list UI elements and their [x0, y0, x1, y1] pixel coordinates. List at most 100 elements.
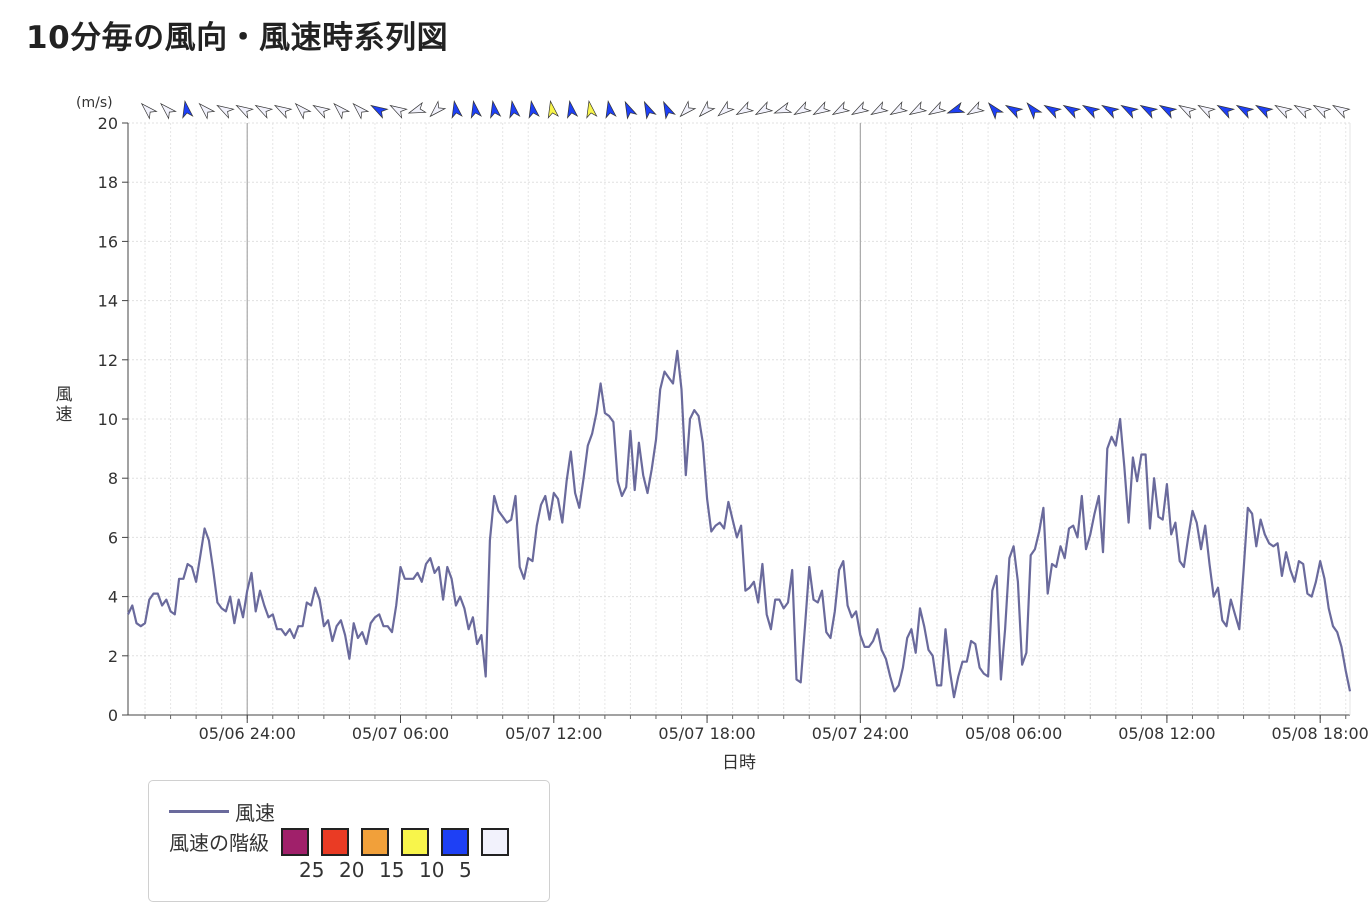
wind-arrow — [717, 100, 735, 117]
wind-arrow — [773, 101, 793, 114]
wind-arrow-head — [1254, 104, 1274, 119]
wind-arrow — [451, 99, 463, 119]
wind-arrow-head — [1062, 104, 1082, 119]
wind-arrow-head — [946, 101, 966, 114]
wind-arrow — [216, 104, 235, 119]
x-tick-label: 05/06 24:00 — [199, 724, 296, 743]
wind-arrow — [987, 102, 1004, 120]
wind-arrow — [812, 101, 832, 116]
wind-arrow — [679, 100, 697, 118]
wind-arrow-head — [1235, 104, 1255, 119]
wind-arrow-head — [586, 99, 598, 119]
wind-arrow — [312, 104, 331, 119]
chart-grid — [128, 122, 1350, 716]
wind-arrow — [908, 101, 928, 116]
wind-arrow-head — [1178, 104, 1197, 119]
x-tick-label: 05/08 06:00 — [965, 724, 1062, 743]
x-tick-label: 05/07 06:00 — [352, 724, 449, 743]
scale-value-label: 10 — [419, 857, 445, 882]
wind-arrow — [254, 104, 274, 119]
wind-arrow — [831, 101, 851, 116]
wind-chart: 0 2 4 6 8 10 12 14 16 18 20 05/06 24:00 05/07 06:00 0… — [56, 95, 1369, 773]
y-tick-label: 12 — [98, 351, 118, 370]
wind-arrow — [294, 102, 312, 120]
wind-arrow-head — [182, 99, 194, 119]
y-tick-label: 10 — [98, 410, 118, 429]
x-tick-label: 05/07 12:00 — [505, 724, 602, 743]
wind-arrow-head — [370, 104, 389, 119]
wind-arrow — [1043, 104, 1062, 119]
wind-arrow-head — [773, 101, 793, 114]
wind-arrow-head — [812, 101, 832, 116]
x-tick-label: 05/08 12:00 — [1118, 724, 1215, 743]
wind-arrow — [407, 101, 427, 114]
wind-arrow-head — [470, 99, 482, 119]
x-axis-label: 日時 — [722, 753, 756, 773]
x-tick-label: 05/07 18:00 — [658, 724, 755, 743]
wind-arrow — [1216, 104, 1236, 119]
wind-speed-line — [127, 349, 1352, 699]
y-tick-label: 16 — [98, 232, 118, 251]
wind-arrow-head — [1043, 104, 1062, 119]
wind-arrow — [735, 101, 755, 116]
wind-arrow-head — [216, 104, 235, 119]
y-tick-label: 6 — [108, 528, 118, 547]
scale-swatch — [481, 827, 509, 856]
wind-arrow — [754, 101, 774, 116]
wind-arrow — [182, 99, 194, 119]
scale-swatch — [321, 827, 349, 856]
wind-arrow-head — [793, 101, 812, 116]
wind-arrow — [389, 104, 408, 119]
wind-arrow-head — [850, 101, 870, 116]
wind-speed-series — [127, 349, 1352, 699]
wind-arrow-head — [1331, 104, 1351, 119]
wind-arrow-head — [754, 101, 774, 116]
wind-arrow — [870, 101, 889, 116]
wind-arrow-head — [1293, 104, 1313, 119]
wind-arrow-head — [509, 99, 521, 119]
wind-arrow — [1120, 104, 1139, 119]
scale-swatch-cell: 10 — [401, 827, 444, 882]
scale-swatch — [281, 827, 309, 856]
legend-scale-swatches: 25 20 15 10 5 — [281, 827, 521, 882]
x-tick-label: 05/08 18:00 — [1272, 724, 1369, 743]
wind-arrow-head — [1312, 104, 1332, 119]
wind-arrow — [1235, 104, 1255, 119]
wind-arrow — [198, 102, 216, 120]
wind-arrow-head — [966, 101, 985, 116]
y-axis-label: 風速 — [56, 385, 73, 425]
wind-arrow-head — [927, 101, 947, 116]
wind-arrow — [1312, 104, 1332, 119]
wind-arrow-head — [605, 99, 617, 119]
wind-arrow — [927, 101, 947, 116]
wind-arrow-head — [429, 100, 447, 118]
x-tick-label: 05/07 24:00 — [812, 724, 909, 743]
wind-arrow-head — [273, 104, 293, 119]
scale-value-label: 20 — [339, 857, 365, 882]
legend-series-row: 風速 — [169, 797, 275, 826]
wind-arrow-head — [643, 100, 657, 120]
y-tick-label: 20 — [98, 114, 118, 133]
legend-line-swatch — [169, 810, 229, 813]
wind-arrow — [605, 99, 617, 119]
wind-arrow-head — [1158, 104, 1178, 119]
wind-arrow-head — [870, 101, 889, 116]
wind-arrow-head — [624, 100, 638, 120]
wind-arrow — [566, 99, 579, 119]
wind-arrow — [140, 102, 158, 120]
wind-arrow — [470, 99, 482, 119]
scale-swatch — [441, 827, 469, 856]
wind-arrow-head — [547, 99, 559, 119]
scale-swatch-cell: 25 — [281, 827, 324, 882]
wind-arrow — [586, 99, 598, 119]
scale-swatch-cell: 20 — [321, 827, 364, 882]
wind-arrow-head — [987, 102, 1004, 120]
legend-scale-label: 風速の階級 — [169, 831, 269, 855]
wind-arrow-head — [717, 100, 735, 117]
wind-arrow-head — [294, 102, 312, 120]
wind-arrow-head — [698, 100, 716, 118]
wind-arrow-head — [451, 99, 463, 119]
wind-arrow — [1197, 104, 1216, 119]
scale-swatch — [401, 827, 429, 856]
wind-arrow — [509, 99, 521, 119]
